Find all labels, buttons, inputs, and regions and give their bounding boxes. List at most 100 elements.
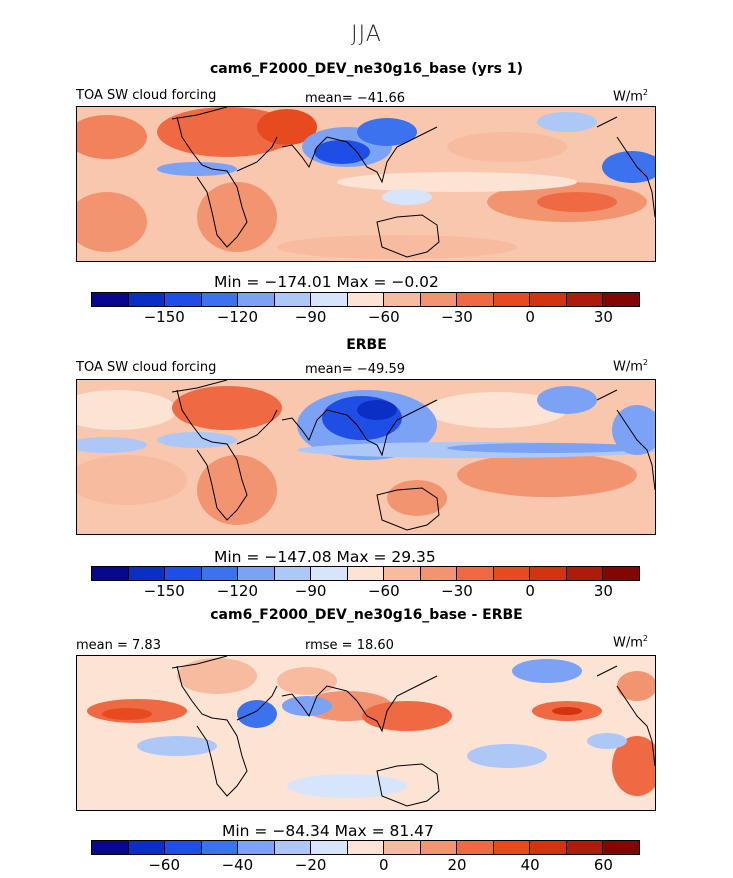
colorbar-swatch (530, 841, 567, 854)
colorbar-swatch (165, 567, 202, 580)
panel-1-title: cam6_F2000_DEV_ne30g16_base (yrs 1) (209, 61, 524, 77)
colorbar-swatch (128, 841, 166, 854)
colorbar-swatch (201, 567, 239, 580)
colorbar-swatch (201, 293, 239, 306)
colorbar-swatch (92, 841, 129, 854)
colorbar-tick-label: −60 (367, 582, 400, 600)
colorbar-swatch (566, 293, 604, 306)
map-field-region (457, 453, 637, 497)
panel-3-title: cam6_F2000_DEV_ne30g16_base - ERBE (210, 607, 523, 623)
map-field-region (537, 192, 617, 212)
colorbar-swatch (420, 841, 458, 854)
colorbar-swatch (201, 841, 239, 854)
map-field-region (77, 455, 187, 505)
map-field-region (157, 162, 237, 176)
colorbar-swatch (311, 293, 348, 306)
colorbar-swatch (493, 567, 531, 580)
map-field-region (357, 118, 417, 146)
map-field-region (172, 386, 282, 430)
colorbar-tick-label: 30 (593, 308, 613, 326)
coastlines (171, 107, 655, 258)
colorbar-swatch (128, 567, 166, 580)
map-field-region (77, 437, 147, 453)
colorbar-swatch (384, 567, 421, 580)
colorbar-tick-label: 0 (379, 856, 389, 874)
map-field-region (357, 400, 397, 420)
map-field-region (287, 774, 407, 798)
colorbar-swatch (493, 293, 531, 306)
colorbar-tick-label: 40 (520, 856, 540, 874)
colorbar-swatch (457, 841, 494, 854)
colorbar-swatch (274, 293, 312, 306)
map-field-region (157, 432, 237, 448)
map-field-region (337, 172, 577, 192)
colorbar-swatch (238, 567, 275, 580)
colorbar-tick-label: −60 (367, 308, 400, 326)
colorbar-swatch (165, 293, 202, 306)
panel-3-map (76, 655, 656, 811)
panel-3-mean-label: mean = 7.83 (76, 638, 161, 653)
colorbar-swatch (566, 567, 604, 580)
colorbar-swatch (311, 567, 348, 580)
map-field-region (177, 658, 257, 694)
map-field-region (537, 112, 597, 132)
colorbar-tick-label: −90 (294, 308, 327, 326)
map-field-region (257, 109, 317, 145)
colorbar-tick-label: 30 (593, 582, 613, 600)
colorbar-swatch (238, 841, 275, 854)
map-field-region (77, 115, 147, 159)
colorbar-tick-label: 0 (525, 582, 535, 600)
panel-1-variable-label: TOA SW cloud forcing (76, 88, 217, 103)
panel-3-rmse-label: rmse = 18.60 (305, 638, 394, 653)
map-field-region (197, 182, 277, 252)
map-field-region (197, 455, 277, 525)
colorbar-swatch (530, 293, 567, 306)
map-field-region (552, 707, 582, 715)
panel-2-minmax: Min = −147.08 Max = 29.35 (214, 548, 436, 566)
colorbar-swatch (530, 567, 567, 580)
panel-1-mean-label: mean= −41.66 (305, 91, 406, 106)
colorbar-tick-label: −30 (441, 308, 473, 326)
map-field-region (282, 696, 332, 716)
map-field-region (77, 390, 177, 430)
colorbar-tick-label: −150 (143, 308, 185, 326)
map-field-region (77, 192, 147, 252)
panel-2-title: ERBE (346, 337, 387, 353)
colorbar-tick-label: −120 (216, 308, 258, 326)
colorbar-swatch (384, 293, 421, 306)
map-field-region (277, 235, 517, 259)
panel-2-map (76, 379, 656, 535)
colorbar-swatch (420, 567, 458, 580)
colorbar-swatch (384, 841, 421, 854)
colorbar-swatch (603, 841, 639, 854)
panel-1-units: W/m2 (613, 88, 648, 105)
panel-1-map (76, 106, 656, 262)
map-field-region (447, 132, 567, 162)
colorbar-swatch (347, 841, 385, 854)
colorbar-swatch (128, 293, 166, 306)
colorbar-swatch (347, 567, 385, 580)
colorbar-swatch (420, 293, 458, 306)
colorbar-tick-label: 60 (593, 856, 613, 874)
panel-1-colorbar (91, 292, 640, 307)
panel-1-minmax: Min = −174.01 Max = −0.02 (214, 273, 439, 291)
map-field-region (137, 736, 217, 756)
map-field-region (612, 405, 655, 455)
colorbar-swatch (457, 293, 494, 306)
colorbar-swatch (92, 293, 129, 306)
colorbar-swatch (274, 567, 312, 580)
colorbar-swatch (457, 567, 494, 580)
colorbar-swatch (493, 841, 531, 854)
map-field-region (512, 659, 582, 683)
panel-1-colorbar-ticks: −150 −120 −90 −60 −30 0 30 (91, 308, 640, 326)
panel-2-colorbar-ticks: −150 −120 −90 −60 −30 0 30 (91, 582, 640, 600)
colorbar-swatch (603, 293, 639, 306)
colorbar-tick-label: 20 (447, 856, 467, 874)
map-field-region (382, 189, 432, 205)
panel-3-units: W/m2 (613, 634, 648, 651)
map-field-region (602, 151, 655, 183)
colorbar-tick-label: −120 (216, 582, 258, 600)
panel-2-units: W/m2 (613, 358, 648, 375)
map-field-region (617, 671, 655, 701)
panel-2-colorbar (91, 566, 640, 581)
